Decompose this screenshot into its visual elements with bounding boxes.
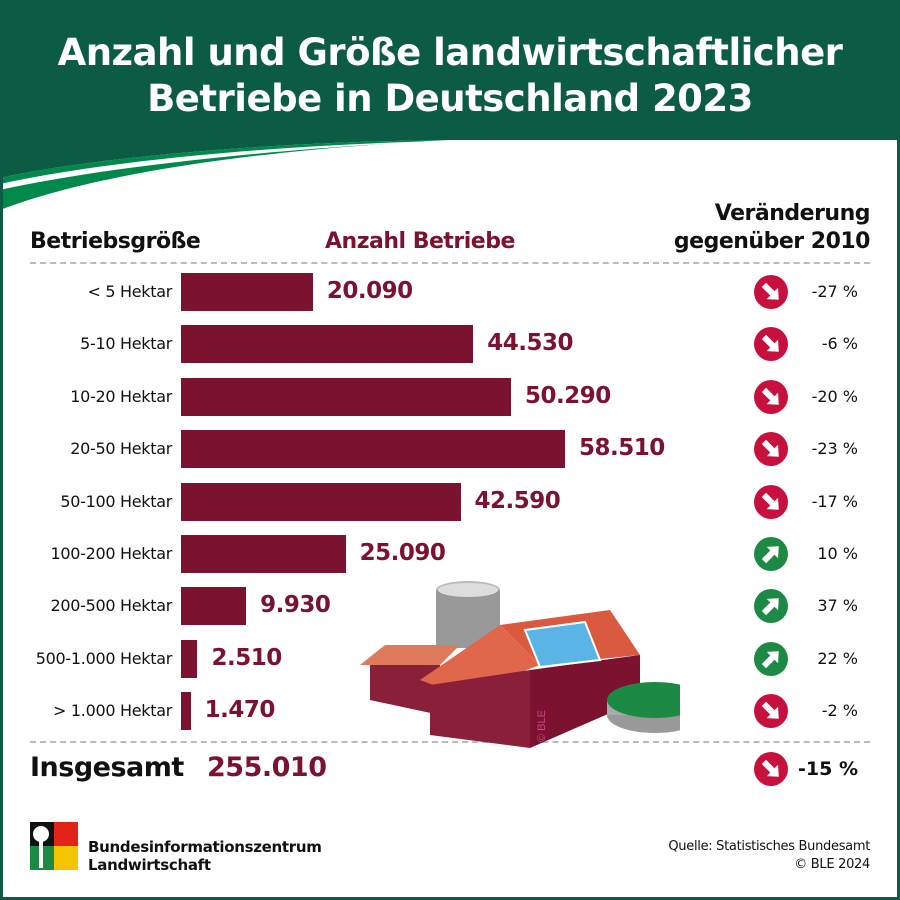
farm-illustration: © BLE [360, 581, 680, 748]
category-label: > 1.000 Hektar [53, 701, 172, 721]
bar [181, 430, 565, 469]
category-label: 10-20 Hektar [70, 386, 172, 406]
bar [181, 273, 313, 311]
org-name: Bundesinformationszentrum Landwirtschaft [88, 838, 322, 874]
y-axis-label: Betriebsgröße [30, 229, 201, 254]
source-note: Quelle: Statistisches Bundesamt © BLE 20… [668, 838, 870, 874]
bar [181, 587, 247, 626]
total-change-arrow-icon [754, 752, 788, 786]
change-arrow-down-icon [754, 484, 788, 519]
category-label: 100-200 Hektar [50, 544, 172, 563]
org-line-1: Bundesinformationszentrum [88, 838, 322, 856]
change-arrow-up-icon [754, 641, 788, 676]
total-label: Insgesamt [30, 752, 184, 783]
change-label: -6 % [821, 334, 858, 354]
category-label: 50-100 Hektar [60, 491, 172, 511]
change-label: 10 % [817, 544, 858, 563]
change-arrow-down-icon [754, 379, 788, 414]
bzl-logo [30, 822, 78, 870]
data-label: 1.470 [204, 697, 276, 724]
category-label: < 5 Hektar [87, 282, 172, 301]
bar [181, 325, 474, 364]
x-axis-label: Anzahl Betriebe [325, 229, 515, 254]
source: Quelle: Statistisches Bundesamt [668, 839, 870, 854]
bar [181, 482, 461, 521]
data-label: 44.530 [487, 330, 573, 357]
watermark: © BLE [536, 710, 548, 742]
title-line-1: Anzahl und Größe landwirtschaftlicher [57, 31, 843, 74]
copyright: © BLE 2024 [794, 857, 870, 872]
change-arrow-down-icon [754, 432, 788, 467]
bar [181, 535, 346, 573]
total-change: -15 % [798, 758, 858, 780]
data-label: 42.590 [474, 487, 561, 514]
divider-top [30, 262, 870, 264]
change-header: Veränderung gegenüber 2010 [673, 200, 871, 256]
bar [181, 692, 191, 731]
title-line-2: Betriebe in Deutschland 2023 [147, 77, 753, 120]
data-label: 58.510 [579, 435, 665, 462]
data-label: 9.930 [260, 592, 331, 619]
change-label: -23 % [811, 439, 858, 459]
change-label: -17 % [811, 491, 858, 511]
change-label: -2 % [821, 701, 858, 721]
change-header-line-2: gegenüber 2010 [673, 229, 871, 254]
divider-bottom [30, 741, 870, 743]
change-arrow-up-icon [754, 589, 788, 624]
org-line-2: Landwirtschaft [88, 856, 211, 874]
category-label: 500-1.000 Hektar [35, 648, 173, 668]
change-arrow-up-icon [754, 537, 788, 571]
data-label: 25.090 [359, 540, 446, 566]
change-arrow-down-icon [754, 275, 788, 309]
change-arrow-down-icon [754, 327, 788, 362]
category-label: 20-50 Hektar [70, 439, 172, 459]
category-label: 200-500 Hektar [50, 596, 172, 616]
change-label: -27 % [811, 282, 858, 301]
page-title: Anzahl und Größe landwirtschaftlicher Be… [0, 30, 900, 122]
change-header-line-1: Veränderung [714, 201, 871, 226]
change-label: 37 % [817, 596, 858, 616]
data-label: 20.090 [326, 278, 413, 304]
data-label: 2.510 [211, 644, 282, 671]
bar [181, 639, 198, 678]
change-label: 22 % [817, 648, 858, 668]
change-arrow-down-icon [754, 694, 788, 729]
change-label: -20 % [811, 386, 858, 406]
total-value: 255.010 [207, 752, 327, 783]
bar [181, 377, 512, 416]
category-label: 5-10 Hektar [80, 334, 172, 354]
data-label: 50.290 [525, 382, 611, 409]
header-background [0, 0, 900, 210]
